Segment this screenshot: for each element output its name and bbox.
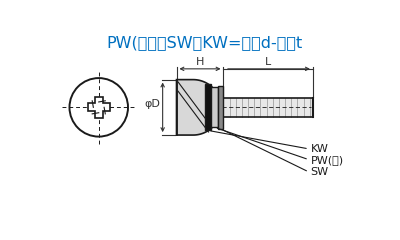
Bar [218,86,224,129]
Bar [211,87,218,127]
Polygon shape [176,80,221,135]
Text: SW: SW [310,167,329,177]
Text: PW(大）・SW・KW=外径d-厚さt: PW(大）・SW・KW=外径d-厚さt [107,35,303,50]
Text: L: L [265,57,271,66]
Text: H: H [196,57,204,66]
Bar [205,84,211,131]
Text: φD: φD [144,99,160,109]
Bar [224,98,313,117]
Polygon shape [88,96,110,118]
Text: KW: KW [310,144,328,154]
Text: PW(大): PW(大) [310,155,344,165]
